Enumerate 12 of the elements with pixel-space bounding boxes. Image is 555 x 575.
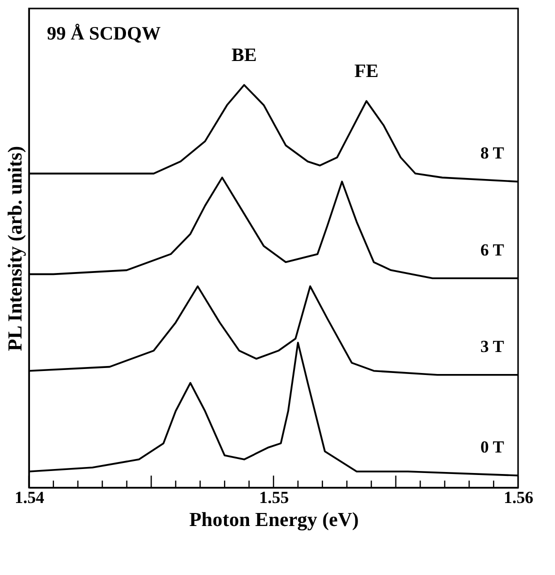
series-label: 6 T [480,240,505,260]
x-tick-label: 1.55 [259,488,289,508]
annotation: BE [232,45,257,66]
x-axis-title: Photon Energy (eV) [189,509,359,532]
x-tick-label: 1.54 [14,488,45,508]
annotation: FE [354,61,379,82]
text: 99 Å SCDQW [46,23,161,44]
y-axis-title: PL Intensity (arb. units) [4,146,26,352]
series-label: 8 T [480,144,505,163]
series-label: 0 T [480,438,505,457]
x-tick-label: 1.56 [504,488,534,508]
series-label: 3 T [480,336,505,356]
